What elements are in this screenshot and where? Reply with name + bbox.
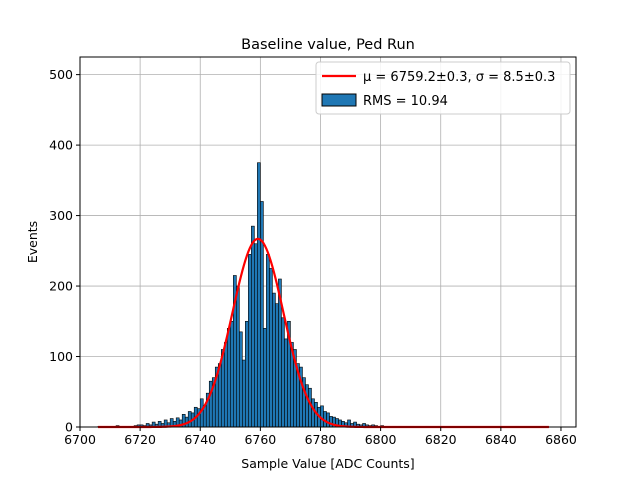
- legend-histogram-swatch: [321, 93, 357, 107]
- histogram-bar: [281, 317, 285, 428]
- y-tick-label: 500: [49, 67, 73, 82]
- y-tick-label: 0: [65, 420, 73, 435]
- y-axis-ticks: 0 100 200 300 400 500: [49, 67, 80, 435]
- histogram-bar: [239, 331, 243, 428]
- histogram-bar: [251, 225, 255, 428]
- histogram-bar: [272, 292, 276, 428]
- legend: μ = 6759.2±0.3, σ = 8.5±0.3 RMS = 10.94: [315, 61, 571, 115]
- x-tick-label: 6740: [184, 432, 216, 447]
- x-axis-label: Sample Value [ADC Counts]: [241, 456, 414, 471]
- histogram-bar: [217, 363, 222, 428]
- histogram-bar: [326, 412, 330, 428]
- histogram-bar: [308, 387, 312, 428]
- histogram-bar: [311, 398, 315, 428]
- histogram-bar: [266, 254, 270, 428]
- y-axis-label: Events: [25, 221, 40, 263]
- y-tick-label: 300: [49, 208, 73, 223]
- histogram-bar: [223, 342, 228, 428]
- histogram-bar: [187, 411, 192, 428]
- histogram-bar: [242, 359, 246, 428]
- x-tick-label: 6700: [64, 432, 96, 447]
- histogram-bar: [284, 338, 288, 428]
- histogram-bar: [269, 268, 273, 428]
- histogram-bar: [305, 384, 309, 428]
- legend-box: [315, 61, 571, 115]
- x-tick-label: 6860: [545, 432, 577, 447]
- histogram-bar: [230, 320, 234, 428]
- y-tick-label: 400: [49, 138, 73, 153]
- y-tick-label: 200: [49, 279, 73, 294]
- legend-histogram-label: RMS = 10.94: [363, 94, 448, 109]
- histogram-bar: [226, 328, 231, 428]
- x-tick-label: 6780: [305, 432, 337, 447]
- y-tick-label: 100: [49, 349, 73, 364]
- x-tick-label: 6840: [485, 432, 517, 447]
- legend-fit-label: μ = 6759.2±0.3, σ = 8.5±0.3: [363, 70, 555, 85]
- x-tick-label: 6820: [425, 432, 457, 447]
- histogram-bar: [263, 328, 267, 428]
- chart-title: Baseline value, Ped Run: [241, 37, 415, 53]
- x-axis-ticks: 6700 6720 6740 6760 6780 6800 6820 6840 6860: [64, 427, 577, 447]
- x-tick-label: 6720: [124, 432, 156, 447]
- histogram-bar: [245, 320, 249, 428]
- histogram-bar: [329, 416, 333, 428]
- histogram-bar: [248, 254, 252, 428]
- histogram-bar: [236, 285, 240, 428]
- x-tick-label: 6760: [244, 432, 276, 447]
- x-tick-label: 6800: [365, 432, 397, 447]
- histogram-bar: [260, 201, 264, 428]
- histogram-bar: [320, 405, 324, 428]
- histogram-bar: [275, 303, 279, 428]
- histogram-bar: [254, 243, 258, 428]
- histogram-bar: [257, 162, 261, 428]
- plot-frame: [79, 56, 577, 428]
